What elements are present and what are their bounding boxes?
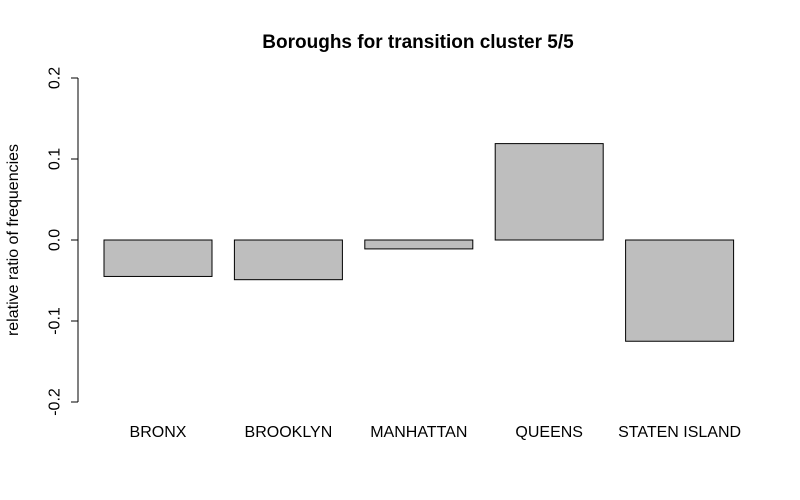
y-tick-label-2: 0.0 [47, 229, 64, 251]
x-tick-label-4: STATEN ISLAND [618, 424, 741, 441]
x-tick-label-2: MANHATTAN [370, 424, 467, 441]
x-axis-labels: BRONX BROOKLYN MANHATTAN QUEENS STATEN ISLAN… [130, 424, 742, 441]
bars [103, 143, 735, 342]
y-tick-label-4: 0.2 [47, 67, 64, 89]
bar-0 [103, 239, 213, 277]
bar-1 [233, 239, 343, 281]
bar-4 [625, 239, 735, 342]
y-tick-label-3: 0.1 [47, 148, 64, 170]
y-tick-label-1: -0.1 [47, 307, 64, 335]
x-tick-label-1: BROOKLYN [245, 424, 333, 441]
y-axis: -0.2 -0.1 0.0 0.1 0.2 [47, 67, 79, 416]
x-tick-label-3: QUEENS [515, 424, 583, 441]
chart-title: Boroughs for transition cluster 5/5 [262, 32, 574, 53]
x-tick-label-0: BRONX [130, 424, 187, 441]
bar-3 [494, 143, 604, 241]
bar-2 [364, 239, 474, 250]
y-axis-label: relative ratio of frequencies [5, 144, 22, 336]
y-tick-label-0: -0.2 [47, 388, 64, 416]
